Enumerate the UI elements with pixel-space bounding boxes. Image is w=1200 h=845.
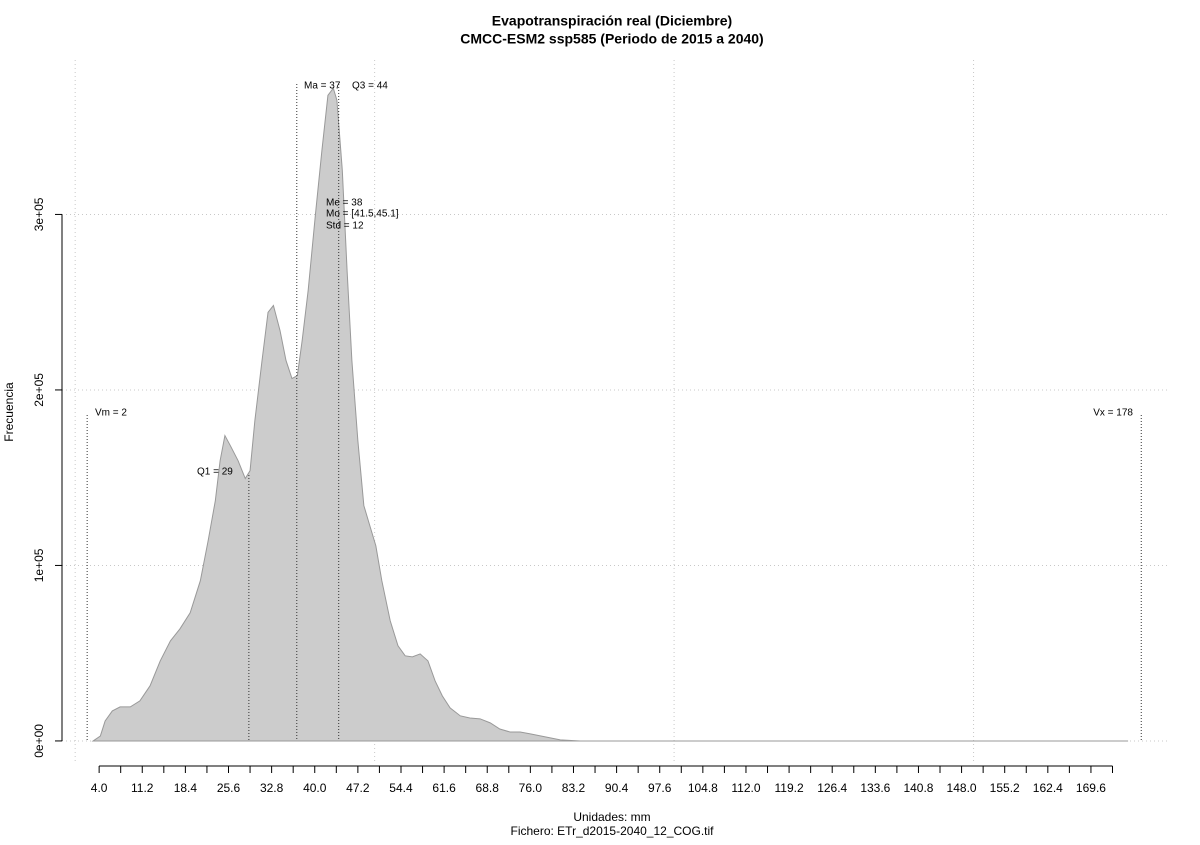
x-tick-label: 126.4 bbox=[817, 781, 847, 795]
x-tick-label: 148.0 bbox=[947, 781, 977, 795]
chart-title: Evapotranspiración real (Diciembre) bbox=[492, 13, 732, 29]
x-tick-label: 112.0 bbox=[731, 781, 760, 795]
x-axis-label: Unidades: mm bbox=[573, 810, 650, 824]
x-tick-label: 11.2 bbox=[131, 781, 154, 795]
stat-label: Vm = 2 bbox=[95, 408, 127, 419]
x-tick-label: 61.6 bbox=[432, 781, 456, 795]
caption: Fichero: ETr_d2015-2040_12_COG.tif bbox=[511, 824, 715, 838]
stat-label: Q1 = 29 bbox=[197, 467, 233, 478]
stat-label: Mo = [41.5,45.1] bbox=[326, 209, 399, 220]
x-tick-label: 4.0 bbox=[91, 781, 108, 795]
stat-label: Me = 38 bbox=[326, 198, 363, 209]
x-tick-label: 40.0 bbox=[303, 781, 327, 795]
x-tick-label: 119.2 bbox=[775, 781, 804, 795]
stat-label: Q3 = 44 bbox=[352, 81, 388, 92]
x-tick-label: 25.6 bbox=[217, 781, 241, 795]
y-tick-label: 2e+05 bbox=[32, 373, 46, 407]
x-tick-label: 140.8 bbox=[903, 781, 933, 795]
x-tick-label: 155.2 bbox=[990, 781, 1020, 795]
x-tick-label: 18.4 bbox=[174, 781, 198, 795]
stat-label: Std = 12 bbox=[326, 221, 364, 232]
chart-subtitle: CMCC-ESM2 ssp585 (Periodo de 2015 a 2040… bbox=[460, 31, 763, 47]
x-tick-label: 162.4 bbox=[1033, 781, 1063, 795]
x-tick-label: 83.2 bbox=[562, 781, 586, 795]
y-tick-label: 0e+00 bbox=[32, 724, 46, 758]
density-area bbox=[91, 87, 1129, 742]
x-tick-label: 169.6 bbox=[1076, 781, 1106, 795]
y-tick-label: 3e+05 bbox=[32, 197, 46, 231]
stat-label: Ma = 37 bbox=[304, 81, 341, 92]
x-tick-label: 54.4 bbox=[389, 781, 413, 795]
x-tick-label: 97.6 bbox=[648, 781, 672, 795]
y-axis-label: Frecuencia bbox=[2, 382, 16, 442]
x-tick-label: 90.4 bbox=[605, 781, 629, 795]
x-tick-label: 32.8 bbox=[260, 781, 284, 795]
x-tick-label: 133.6 bbox=[860, 781, 890, 795]
x-tick-label: 76.0 bbox=[519, 781, 543, 795]
x-tick-label: 104.8 bbox=[688, 781, 718, 795]
y-tick-label: 1e+05 bbox=[32, 548, 46, 582]
stat-label: Vx = 178 bbox=[1093, 408, 1133, 419]
x-tick-label: 47.2 bbox=[346, 781, 370, 795]
x-tick-label: 68.8 bbox=[476, 781, 500, 795]
